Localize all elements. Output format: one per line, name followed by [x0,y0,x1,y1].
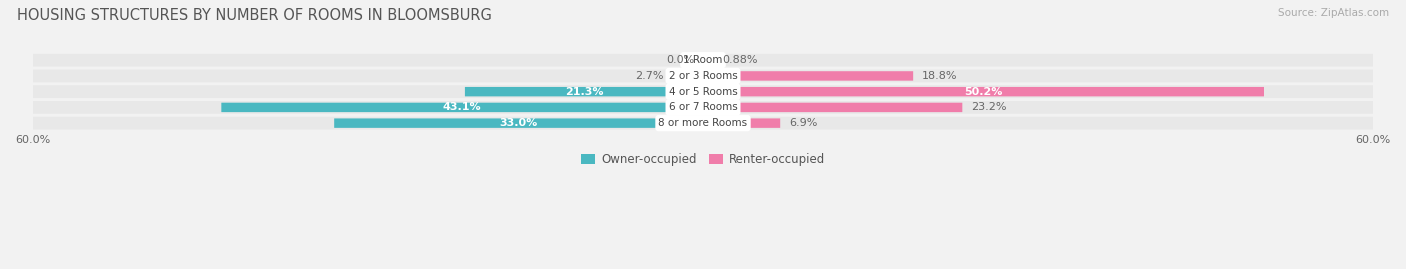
Text: Source: ZipAtlas.com: Source: ZipAtlas.com [1278,8,1389,18]
Text: 2 or 3 Rooms: 2 or 3 Rooms [669,71,737,81]
Text: 0.88%: 0.88% [721,55,758,65]
FancyBboxPatch shape [703,118,780,128]
FancyBboxPatch shape [703,55,713,65]
FancyBboxPatch shape [703,87,1264,96]
Text: 43.1%: 43.1% [443,102,481,112]
Text: 4 or 5 Rooms: 4 or 5 Rooms [669,87,737,97]
FancyBboxPatch shape [703,103,962,112]
Legend: Owner-occupied, Renter-occupied: Owner-occupied, Renter-occupied [576,148,830,171]
Text: 50.2%: 50.2% [965,87,1002,97]
FancyBboxPatch shape [672,71,703,81]
FancyBboxPatch shape [32,101,1374,114]
FancyBboxPatch shape [32,85,1374,98]
Text: 0.0%: 0.0% [666,55,695,65]
Text: 6 or 7 Rooms: 6 or 7 Rooms [669,102,737,112]
Text: 6.9%: 6.9% [789,118,817,128]
Text: 18.8%: 18.8% [922,71,957,81]
FancyBboxPatch shape [703,71,912,81]
FancyBboxPatch shape [32,70,1374,82]
Text: 21.3%: 21.3% [565,87,603,97]
Text: 8 or more Rooms: 8 or more Rooms [658,118,748,128]
FancyBboxPatch shape [32,117,1374,129]
FancyBboxPatch shape [335,118,703,128]
Text: 23.2%: 23.2% [972,102,1007,112]
FancyBboxPatch shape [221,103,703,112]
FancyBboxPatch shape [32,54,1374,66]
Text: 33.0%: 33.0% [499,118,537,128]
Text: 2.7%: 2.7% [636,71,664,81]
Text: HOUSING STRUCTURES BY NUMBER OF ROOMS IN BLOOMSBURG: HOUSING STRUCTURES BY NUMBER OF ROOMS IN… [17,8,492,23]
Text: 1 Room: 1 Room [683,55,723,65]
FancyBboxPatch shape [465,87,703,96]
